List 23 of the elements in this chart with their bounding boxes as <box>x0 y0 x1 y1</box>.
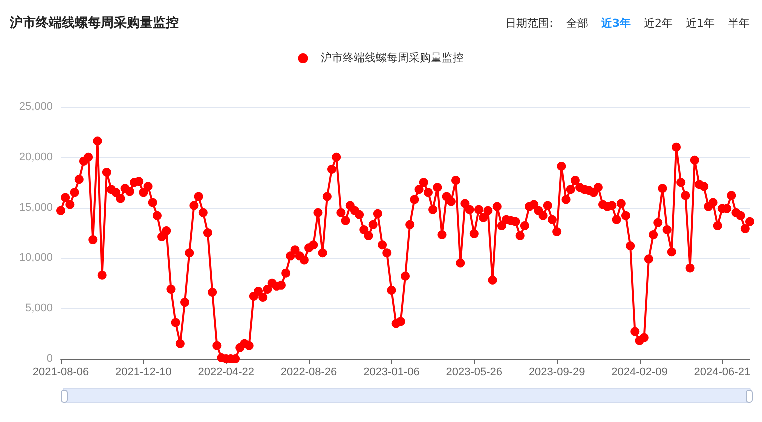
x-tick-label: 2022-04-22 <box>198 366 254 378</box>
y-tick-label: 5,000 <box>25 302 53 315</box>
y-tick-label: 0 <box>46 353 53 365</box>
legend-label: 沪市终端线螺每周采购量监控 <box>320 52 464 64</box>
x-tick-label: 2024-06-21 <box>694 366 751 378</box>
x-tick-label: 2023-05-26 <box>446 366 503 378</box>
x-tick-label: 2021-08-06 <box>32 366 90 378</box>
text: 近1年 <box>686 16 715 31</box>
x-tick-label: 2023-01-06 <box>364 366 420 378</box>
text: 日期范围: <box>506 16 554 31</box>
x-tick-label: 2023-09-29 <box>528 366 586 378</box>
text: 近3年 <box>601 16 631 31</box>
y-tick-label: 20,000 <box>19 151 53 164</box>
x-tick-label: 2021-12-10 <box>116 366 172 378</box>
y-tick-label: 15,000 <box>19 202 53 214</box>
chart-title: 沪市终端线螺每周采购量监控 <box>10 14 179 32</box>
text: 半年 <box>728 16 750 31</box>
x-tick-label: 2022-08-26 <box>280 366 338 378</box>
x-tick-label: 2024-02-09 <box>612 366 668 378</box>
text: 近2年 <box>644 16 673 31</box>
text: 全部 <box>566 16 588 31</box>
y-tick-label: 25,000 <box>19 101 53 113</box>
y-tick-label: 10,000 <box>19 252 53 264</box>
